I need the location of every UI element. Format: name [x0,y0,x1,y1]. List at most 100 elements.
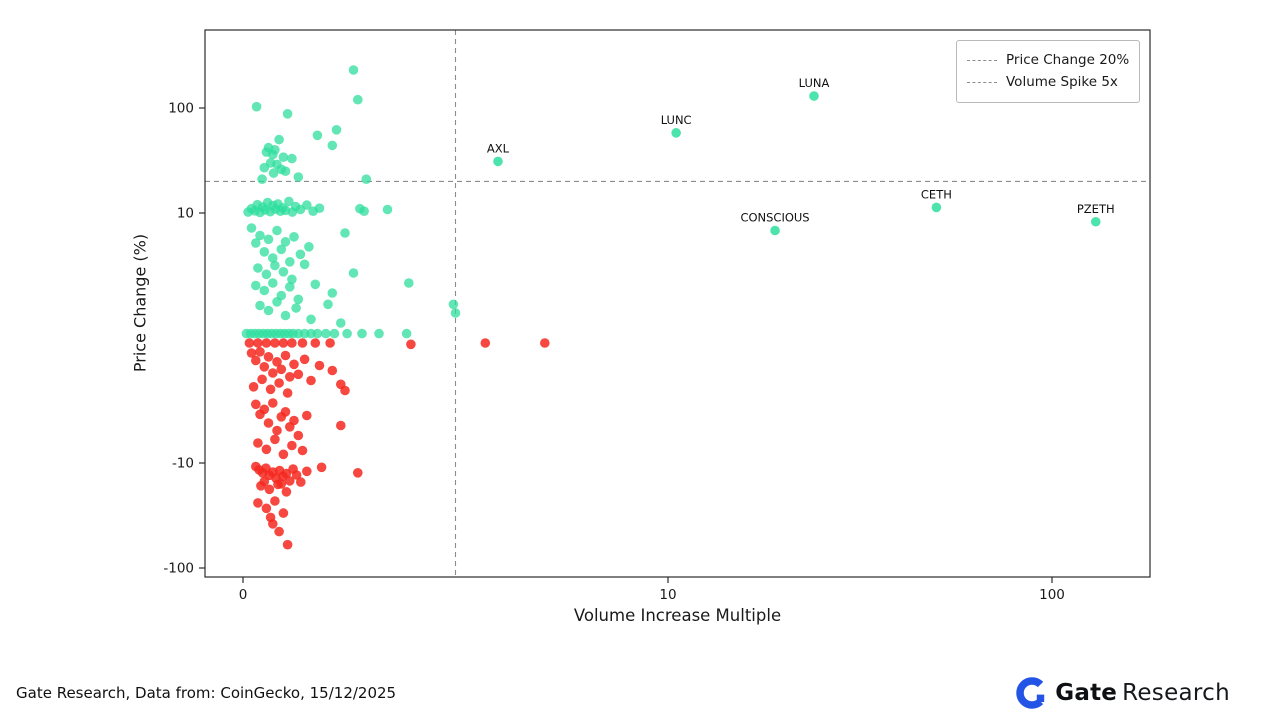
losers-point [264,484,275,495]
brand-name-bold: Gate [1055,680,1118,706]
gainers-point [287,274,297,285]
gainers-point [280,237,291,247]
losers-point [302,410,312,421]
losers-point [251,355,261,366]
gainers-point [348,268,359,278]
point-label-lunc: LUNC [661,113,692,127]
losers-point [297,445,308,456]
gainers-point [401,328,412,339]
losers-point [296,477,306,487]
gainers-point [285,282,295,292]
footer: Gate Research, Data from: CoinGecko, 15/… [0,660,1280,724]
gainers-point [251,238,261,248]
y-tick-label: -100 [163,561,194,577]
gainers-point [314,203,325,213]
losers-point [270,338,280,348]
gainers-point [310,279,321,290]
losers-point [274,526,284,537]
gainers-point [287,153,297,164]
gainers-point [342,328,352,339]
gainers-point [289,232,299,242]
gainers-point [302,200,312,210]
legend-entry-price-change: Price Change 20% [967,49,1129,71]
losers-point [270,434,280,445]
gainers-point [259,247,270,257]
gainers-point [304,242,314,252]
gainers-point [280,166,291,176]
labeled-point-conscious [770,225,780,236]
x-axis-label: Volume Increase Multiple [573,606,782,625]
dashed-line-icon [967,59,997,61]
chart-legend: Price Change 20% Volume Spike 5x [956,40,1140,103]
gainers-point [259,162,270,173]
scatter-chart: AXL LUNC LUNA CONSCIOUS CETH PZETH 0 10 100 100 10… [130,29,1151,625]
gainers-point [251,101,262,112]
point-label-axl: AXL [487,141,510,155]
x-tick-label: 0 [239,587,248,603]
gainers-point [270,260,280,271]
losers-point [327,365,338,376]
gainers-point [253,263,263,273]
losers-point [276,364,287,375]
gate-research-logo: Gate Research [1014,676,1230,710]
gainers-point [261,269,272,280]
losers-point [261,503,272,514]
losers-point [287,338,297,348]
gainers-point [348,65,359,75]
losers-point [280,350,291,361]
gainers-point [246,223,257,233]
gate-logo-icon [1016,677,1045,709]
gainers-point [450,308,461,318]
losers-point [297,338,308,348]
losers-point [314,360,325,371]
gainers-point [404,278,414,288]
labeled-point-luna [809,91,819,101]
gainers-point [268,149,278,160]
losers-point [257,374,267,385]
legend-entry-volume-spike: Volume Spike 5x [967,71,1129,93]
y-axis-label: Price Change (%) [130,233,150,373]
losers-point [282,539,293,550]
losers-point [259,362,270,372]
losers-point [259,404,270,415]
losers-point [263,352,274,362]
gainers-point [357,328,367,339]
chart-canvas: AXL LUNC LUNA CONSCIOUS CETH PZETH 0 10 100 100 10… [163,29,1151,603]
gainers-point [251,280,261,291]
losers-point [325,338,335,348]
x-tick-label: 100 [1039,587,1065,603]
losers-point [261,338,272,348]
losers-point [316,462,327,473]
gainers-point [361,174,372,184]
gainers-point [268,168,279,178]
losers-point [540,338,550,348]
losers-point [263,418,274,428]
gainers-point [274,134,284,145]
gainers-point [323,299,333,310]
losers-point [276,479,287,489]
losers-point [353,468,363,478]
gainers-point [299,259,310,270]
legend-label: Volume Spike 5x [1006,74,1118,90]
losers-point [282,388,293,398]
gainers-point [278,152,289,162]
losers-point [291,470,302,480]
gainers-point [327,288,338,298]
losers-point [281,487,292,497]
losers-point [272,425,282,436]
losers-point [302,466,312,477]
gainers-point [255,300,265,311]
point-label-luna: LUNA [799,76,830,90]
losers-point [287,440,297,451]
labeled-point-lunc [671,128,681,138]
losers-point [306,375,316,386]
losers-point [340,385,350,396]
losers-point [272,357,282,367]
gainers-point [340,228,350,238]
brand-name-light: Research [1122,680,1230,706]
y-tick-label: -10 [172,456,194,472]
gainers-point [272,297,282,307]
gainers-point [306,314,316,325]
gainers-point [268,278,278,288]
losers-point [268,519,278,529]
